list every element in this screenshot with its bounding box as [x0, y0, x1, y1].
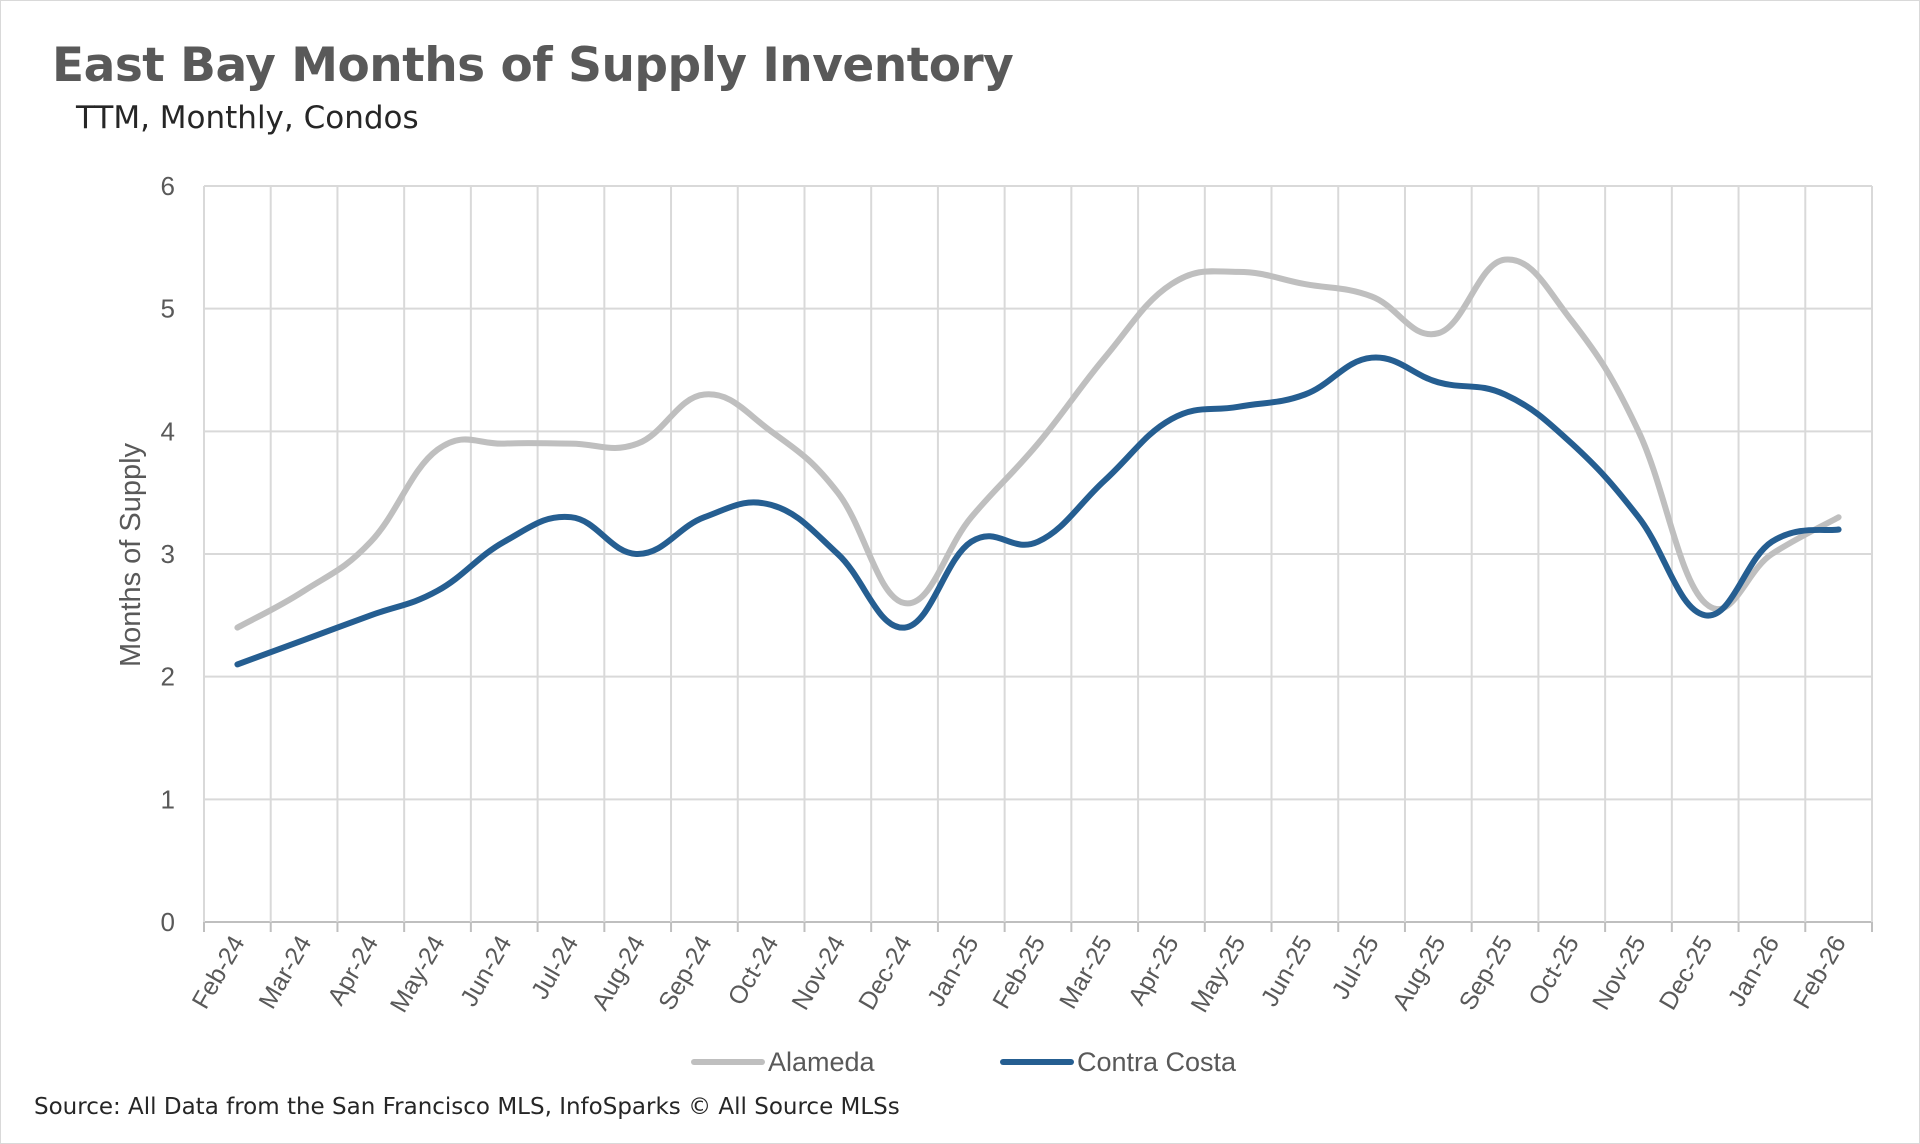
x-tick-label: Dec-25	[1654, 931, 1719, 1015]
x-tick-label: Nov-25	[1587, 931, 1652, 1015]
data-point-alameda	[234, 625, 240, 631]
data-point-alameda	[501, 441, 507, 447]
x-tick-label: Jun-25	[1256, 931, 1318, 1011]
data-point-alameda	[1569, 318, 1575, 324]
data-point-contra-costa	[1635, 514, 1641, 520]
legend-label-contra-costa: Contra Costa	[1077, 1047, 1237, 1077]
data-point-alameda	[1836, 514, 1842, 520]
data-point-alameda	[435, 447, 441, 453]
x-tick-label: Dec-24	[853, 931, 918, 1015]
data-point-alameda	[835, 490, 841, 496]
y-tick-label: 5	[161, 294, 175, 324]
series-line-contra-costa	[234, 354, 1842, 668]
chart-subtitle: TTM, Monthly, Condos	[76, 100, 419, 136]
series-line-alameda	[234, 256, 1842, 631]
data-point-alameda	[568, 441, 574, 447]
data-point-alameda	[701, 392, 707, 398]
x-tick-label: Mar-25	[1054, 931, 1118, 1014]
x-tick-label: Apr-24	[322, 931, 384, 1010]
x-tick-label: Oct-25	[1523, 931, 1585, 1010]
y-tick-label: 2	[161, 662, 175, 692]
data-point-contra-costa	[234, 661, 240, 667]
data-point-contra-costa	[1569, 441, 1575, 447]
chart-title: East Bay Months of Supply Inventory	[52, 38, 1014, 93]
data-point-alameda	[1369, 293, 1375, 299]
data-point-alameda	[1168, 281, 1174, 287]
x-tick-label: Feb-25	[987, 931, 1051, 1014]
x-tick-label: Oct-24	[723, 931, 785, 1010]
data-point-contra-costa	[701, 514, 707, 520]
y-axis-title: Months of Supply	[115, 442, 147, 667]
x-axis-ticks: Feb-24 Mar-24 Apr-24 May-24 Jun-24 Jul-24 Aug-…	[187, 931, 1852, 1017]
data-point-alameda	[368, 539, 374, 545]
data-point-contra-costa	[435, 588, 441, 594]
data-point-contra-costa	[568, 514, 574, 520]
data-point-contra-costa	[1168, 416, 1174, 422]
data-point-contra-costa	[635, 551, 641, 557]
x-tick-label: Aug-24	[586, 931, 651, 1015]
x-tick-label: Mar-24	[253, 931, 317, 1014]
x-tick-label: Apr-25	[1123, 931, 1185, 1010]
x-tick-label: Jul-24	[526, 931, 584, 1004]
data-point-contra-costa	[1702, 612, 1708, 618]
data-point-alameda	[1302, 281, 1308, 287]
x-tick-label: Sep-24	[653, 931, 718, 1015]
data-point-alameda	[968, 514, 974, 520]
data-point-alameda	[768, 428, 774, 434]
data-point-contra-costa	[768, 502, 774, 508]
data-point-contra-costa	[1035, 539, 1041, 545]
data-point-contra-costa	[1302, 392, 1308, 398]
data-point-alameda	[1769, 551, 1775, 557]
data-point-contra-costa	[968, 539, 974, 545]
data-point-contra-costa	[1235, 404, 1241, 410]
x-tick-label: May-25	[1185, 931, 1251, 1017]
data-point-contra-costa	[1369, 355, 1375, 361]
source-note: Source: All Data from the San Francisco …	[34, 1094, 900, 1120]
data-point-alameda	[1035, 441, 1041, 447]
y-tick-label: 1	[161, 784, 175, 814]
x-tick-label: Aug-25	[1387, 931, 1452, 1015]
data-point-contra-costa	[1769, 539, 1775, 545]
legend: Alameda Contra Costa	[691, 1047, 1237, 1077]
x-tick-label: Feb-26	[1788, 931, 1852, 1014]
data-point-alameda	[1635, 428, 1641, 434]
series-lines	[234, 256, 1842, 668]
data-point-alameda	[902, 600, 908, 606]
y-tick-label: 0	[161, 907, 175, 937]
data-point-alameda	[1702, 600, 1708, 606]
legend-label-alameda: Alameda	[768, 1047, 876, 1077]
data-point-contra-costa	[835, 551, 841, 557]
data-point-contra-costa	[368, 612, 374, 618]
x-tick-label: Jul-25	[1327, 931, 1385, 1004]
data-point-alameda	[301, 588, 307, 594]
y-tick-label: 3	[161, 539, 175, 569]
y-tick-label: 4	[161, 416, 175, 446]
x-tick-label: Jan-25	[922, 931, 984, 1011]
y-axis-ticks: 0 1 2 3 4 5 6	[161, 171, 175, 937]
data-point-contra-costa	[301, 637, 307, 643]
data-point-contra-costa	[1435, 379, 1441, 385]
data-point-alameda	[1235, 269, 1241, 275]
data-point-contra-costa	[501, 539, 507, 545]
x-tick-label: Sep-25	[1454, 931, 1519, 1015]
data-point-alameda	[1435, 330, 1441, 336]
x-tick-label: Feb-24	[187, 931, 251, 1014]
data-point-contra-costa	[1502, 392, 1508, 398]
x-tick-label: Jun-24	[455, 931, 518, 1011]
x-tick-label: May-24	[385, 931, 451, 1017]
grid	[203, 185, 1873, 932]
y-tick-label: 6	[161, 171, 175, 201]
x-tick-label: Nov-24	[786, 931, 851, 1015]
data-point-contra-costa	[902, 625, 908, 631]
data-point-alameda	[1502, 257, 1508, 263]
data-point-alameda	[1102, 355, 1108, 361]
data-point-alameda	[635, 441, 641, 447]
x-tick-label: Jan-26	[1723, 931, 1785, 1011]
data-point-contra-costa	[1836, 526, 1842, 532]
data-point-contra-costa	[1102, 477, 1108, 483]
